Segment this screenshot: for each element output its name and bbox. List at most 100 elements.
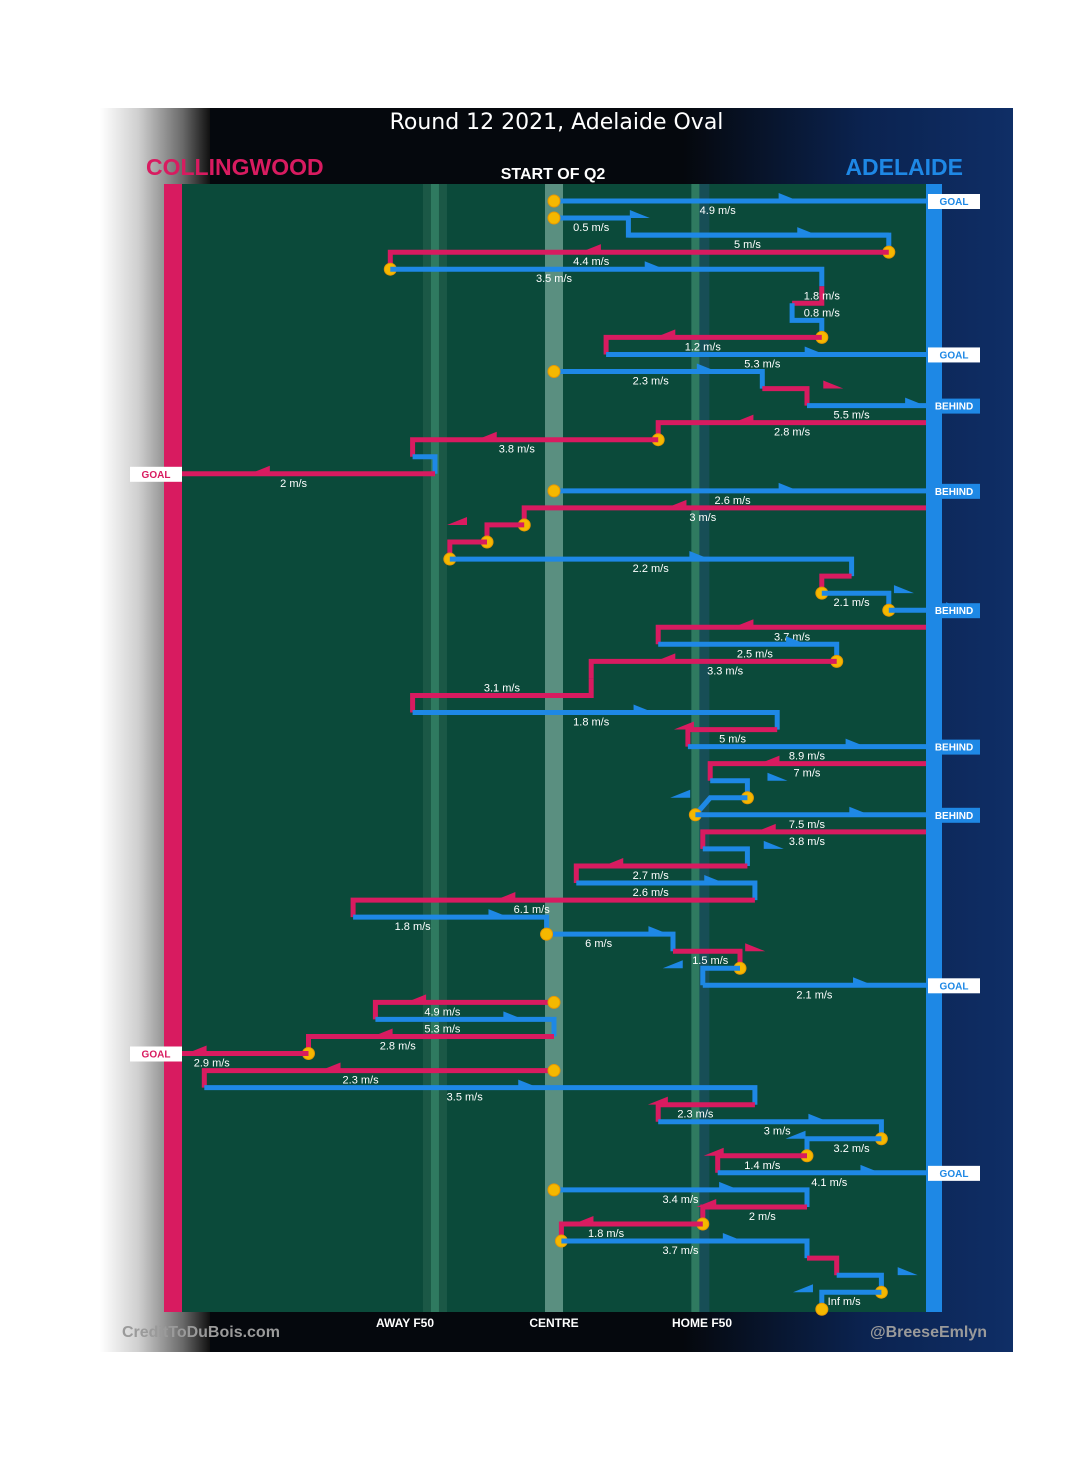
chain-segment (655, 624, 926, 645)
chain-arrow (778, 193, 799, 201)
speed-label: 3.2 m/s (834, 1143, 871, 1155)
chain-arrow (733, 414, 754, 423)
speed-label: 6 m/s (585, 938, 612, 950)
chain-arrow (689, 551, 710, 560)
chain-segment (603, 334, 822, 355)
chain-segment (588, 658, 837, 679)
speed-label: 5 m/s (719, 734, 746, 746)
outcome-badge (928, 807, 980, 823)
speed-label: 4.9 m/s (700, 205, 737, 217)
chain-arrow (703, 1147, 724, 1156)
speed-label: 3.8 m/s (499, 444, 536, 456)
speed-label: 5.3 m/s (424, 1023, 461, 1035)
chain-arrow (823, 380, 844, 389)
collingwood-goal-bar (164, 184, 182, 1312)
outcome-label: GOAL (940, 350, 969, 361)
speed-label: Inf m/s (828, 1296, 862, 1308)
outcome-label: GOAL (940, 1169, 969, 1180)
speed-label: 3.7 m/s (774, 631, 811, 643)
speed-label: 2.3 m/s (343, 1075, 380, 1087)
chart-stage: 4.9 m/s GOAL 0.5 m/s 5 m/s 4.4 m/s 3.5 m/s 1.8… (100, 108, 1013, 1352)
outcome-badge (130, 1046, 182, 1062)
speed-label: 8.9 m/s (789, 751, 826, 763)
speed-label: 5.5 m/s (834, 410, 871, 422)
outcome-badge (928, 603, 980, 619)
speed-label: 1.8 m/s (395, 921, 432, 933)
centre-line (545, 184, 563, 1312)
chain-arrow (897, 1267, 918, 1276)
outcome-badge (928, 347, 980, 363)
chain-chart: 4.9 m/s GOAL 0.5 m/s 5 m/s 4.4 m/s 3.5 m/s 1.8… (130, 184, 980, 1316)
chain-arrow (719, 1181, 740, 1190)
x-label-centre: CENTRE (529, 1316, 579, 1330)
chain-segment (410, 437, 659, 457)
speed-label: 3.5 m/s (447, 1092, 484, 1104)
speed-label: 4.1 m/s (811, 1177, 848, 1189)
possession-dot (547, 365, 561, 378)
outcome-label: BEHIND (935, 606, 973, 617)
speed-label: 6.1 m/s (514, 904, 551, 916)
chain-segment (390, 266, 825, 287)
chain-arrow (320, 1062, 341, 1071)
chain-segment (807, 1255, 840, 1276)
chain-segment (412, 454, 438, 474)
chain-arrow (759, 755, 780, 764)
speed-label: 2.7 m/s (633, 870, 670, 882)
outcome-label: GOAL (940, 981, 969, 992)
chain-segment (789, 303, 825, 338)
chain-arrow (580, 244, 601, 253)
chain-arrow (696, 363, 717, 372)
chain-segment (554, 369, 765, 389)
possession-dot (547, 1183, 561, 1197)
chain-segment (204, 1085, 758, 1105)
possession-dot (547, 484, 561, 498)
chain-segment (762, 386, 810, 406)
chain-arrow (662, 960, 683, 969)
possession-dot (547, 211, 561, 225)
chain-arrow (372, 1028, 393, 1037)
speed-label: 3.4 m/s (662, 1194, 699, 1206)
speed-label: 1.8 m/s (804, 290, 841, 302)
speed-label: 2.5 m/s (737, 648, 774, 660)
outcome-label: BEHIND (935, 743, 973, 754)
chain-segment (693, 795, 748, 817)
chain-arrow (633, 704, 654, 713)
chain-arrow (673, 721, 694, 730)
outcome-badge (130, 466, 182, 482)
speed-label: 3.3 m/s (707, 665, 744, 677)
chain-arrow (186, 1045, 207, 1054)
chain-arrow (696, 1198, 717, 1207)
speed-label: 2.9 m/s (194, 1058, 231, 1070)
speed-label: 1.5 m/s (692, 955, 729, 967)
outcome-label: GOAL (940, 197, 969, 208)
chain-segment (201, 1068, 554, 1088)
chain-arrow (670, 789, 691, 798)
chain-arrow (447, 516, 467, 525)
speed-label: 2.8 m/s (774, 427, 811, 439)
chain-segment (707, 761, 926, 781)
speed-label: 5.3 m/s (744, 358, 781, 370)
chain-arrow (767, 772, 788, 781)
credit-right: @BreeseEmlyn (870, 1324, 987, 1341)
speed-label: 2.6 m/s (715, 495, 752, 507)
speed-label: 0.5 m/s (573, 222, 610, 234)
chain-arrow (792, 1284, 813, 1293)
speed-label: 2.8 m/s (380, 1040, 417, 1052)
chain-arrow (704, 875, 725, 883)
chain-arrow (647, 1096, 668, 1105)
speed-label: 3 m/s (764, 1126, 791, 1138)
chain-arrow (733, 619, 754, 628)
speed-label: 4.4 m/s (573, 256, 610, 268)
possession-dot (815, 1302, 829, 1316)
chain-arrow (778, 482, 799, 491)
chain-arrow (722, 1233, 743, 1242)
chain-segment (375, 1016, 557, 1037)
chain-arrow (905, 397, 926, 406)
chain-arrow (495, 892, 516, 901)
chain-arrow (763, 840, 784, 849)
speed-label: 2.2 m/s (633, 563, 670, 575)
outcome-badge (928, 398, 980, 414)
speed-label: 3 m/s (689, 512, 716, 524)
chain-segment (410, 678, 594, 713)
possession-dot (547, 194, 561, 208)
